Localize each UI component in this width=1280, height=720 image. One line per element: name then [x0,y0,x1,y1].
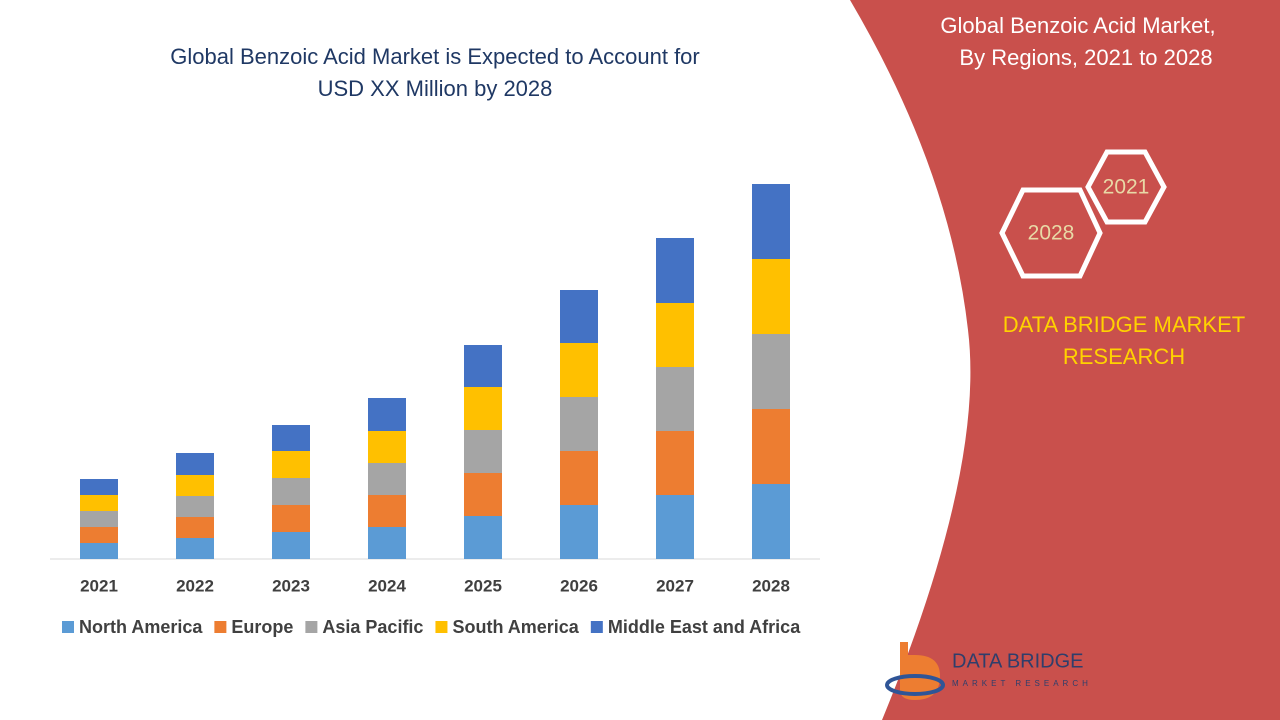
logo-swoosh [885,674,945,696]
x-tick-label: 2023 [272,576,310,595]
bar-segment [368,463,406,495]
logo-mark [900,642,940,700]
bar-segment [80,479,118,495]
side-panel [850,0,1280,720]
panel-title: Global Benzoic Acid Market, [940,13,1215,38]
bar-segment [464,430,502,473]
bar-segment [272,425,310,451]
legend-swatch [214,621,227,633]
bar-segment [560,290,598,343]
legend-swatch [305,621,318,633]
legend-label: Middle East and Africa [608,617,801,637]
bar-segment [368,495,406,527]
x-tick-label: 2022 [176,576,214,595]
chart-title: Global Benzoic Acid Market is Expected t… [170,44,700,69]
x-tick-label: 2025 [464,576,502,595]
logo-tagline: MARKET RESEARCH [952,679,1092,688]
bar-segment [272,505,310,532]
bar-segment [176,538,214,559]
bar-segment [656,238,694,303]
bar-segment [464,516,502,559]
bar-segment [752,334,790,409]
bar-segment [464,345,502,387]
bar-segment [560,343,598,397]
bar-segment [464,387,502,430]
bar-segment [656,303,694,367]
logo: DATA BRIDGE MARKET RESEARCH [885,642,1092,700]
bar-segment [176,475,214,496]
chart-title: USD XX Million by 2028 [318,76,553,101]
bar-segment [176,453,214,475]
bar-segment [560,505,598,559]
bar-segment [80,511,118,527]
bar-segment [176,496,214,517]
bar-segment [752,484,790,559]
bar-segment [368,527,406,559]
bar-segment [560,397,598,451]
hexagon [999,187,1103,279]
x-tick-label: 2026 [560,576,598,595]
legend-label: Europe [231,617,293,637]
legend-swatch [590,621,603,633]
bar-segment [272,478,310,505]
panel-title: By Regions, 2021 to 2028 [959,45,1212,70]
brand-text: RESEARCH [1063,344,1185,369]
bar-segment [560,451,598,505]
bar-segment [656,367,694,431]
legend-swatch [62,621,74,633]
bar-segment [272,532,310,559]
x-tick-label: 2027 [656,576,694,595]
bar-segment [272,451,310,478]
bar-segment [176,517,214,538]
hexagon-label: 2028 [1028,222,1075,245]
legend-label: Asia Pacific [322,617,423,637]
x-tick-label: 2028 [752,576,790,595]
x-tick-label: 2024 [368,576,406,595]
bar-segment [752,259,790,334]
bar-segment [80,495,118,511]
bar-segment [80,543,118,559]
hexagon [1085,149,1167,225]
legend-label: North America [79,617,203,637]
legend-swatch [435,621,448,633]
bar-segment [80,527,118,543]
bar-segment [368,431,406,463]
x-tick-label: 2021 [80,576,118,595]
brand-text: DATA BRIDGE MARKET [1003,312,1245,337]
bar-segment [752,409,790,484]
bar-segment [464,473,502,516]
bar-segment [368,398,406,431]
logo-name: DATA BRIDGE [952,650,1084,672]
bar-segment [656,431,694,495]
hexagon-label: 2021 [1103,176,1150,199]
bar-segment [656,495,694,559]
bar-segment [752,184,790,259]
legend-label: South America [452,617,579,637]
